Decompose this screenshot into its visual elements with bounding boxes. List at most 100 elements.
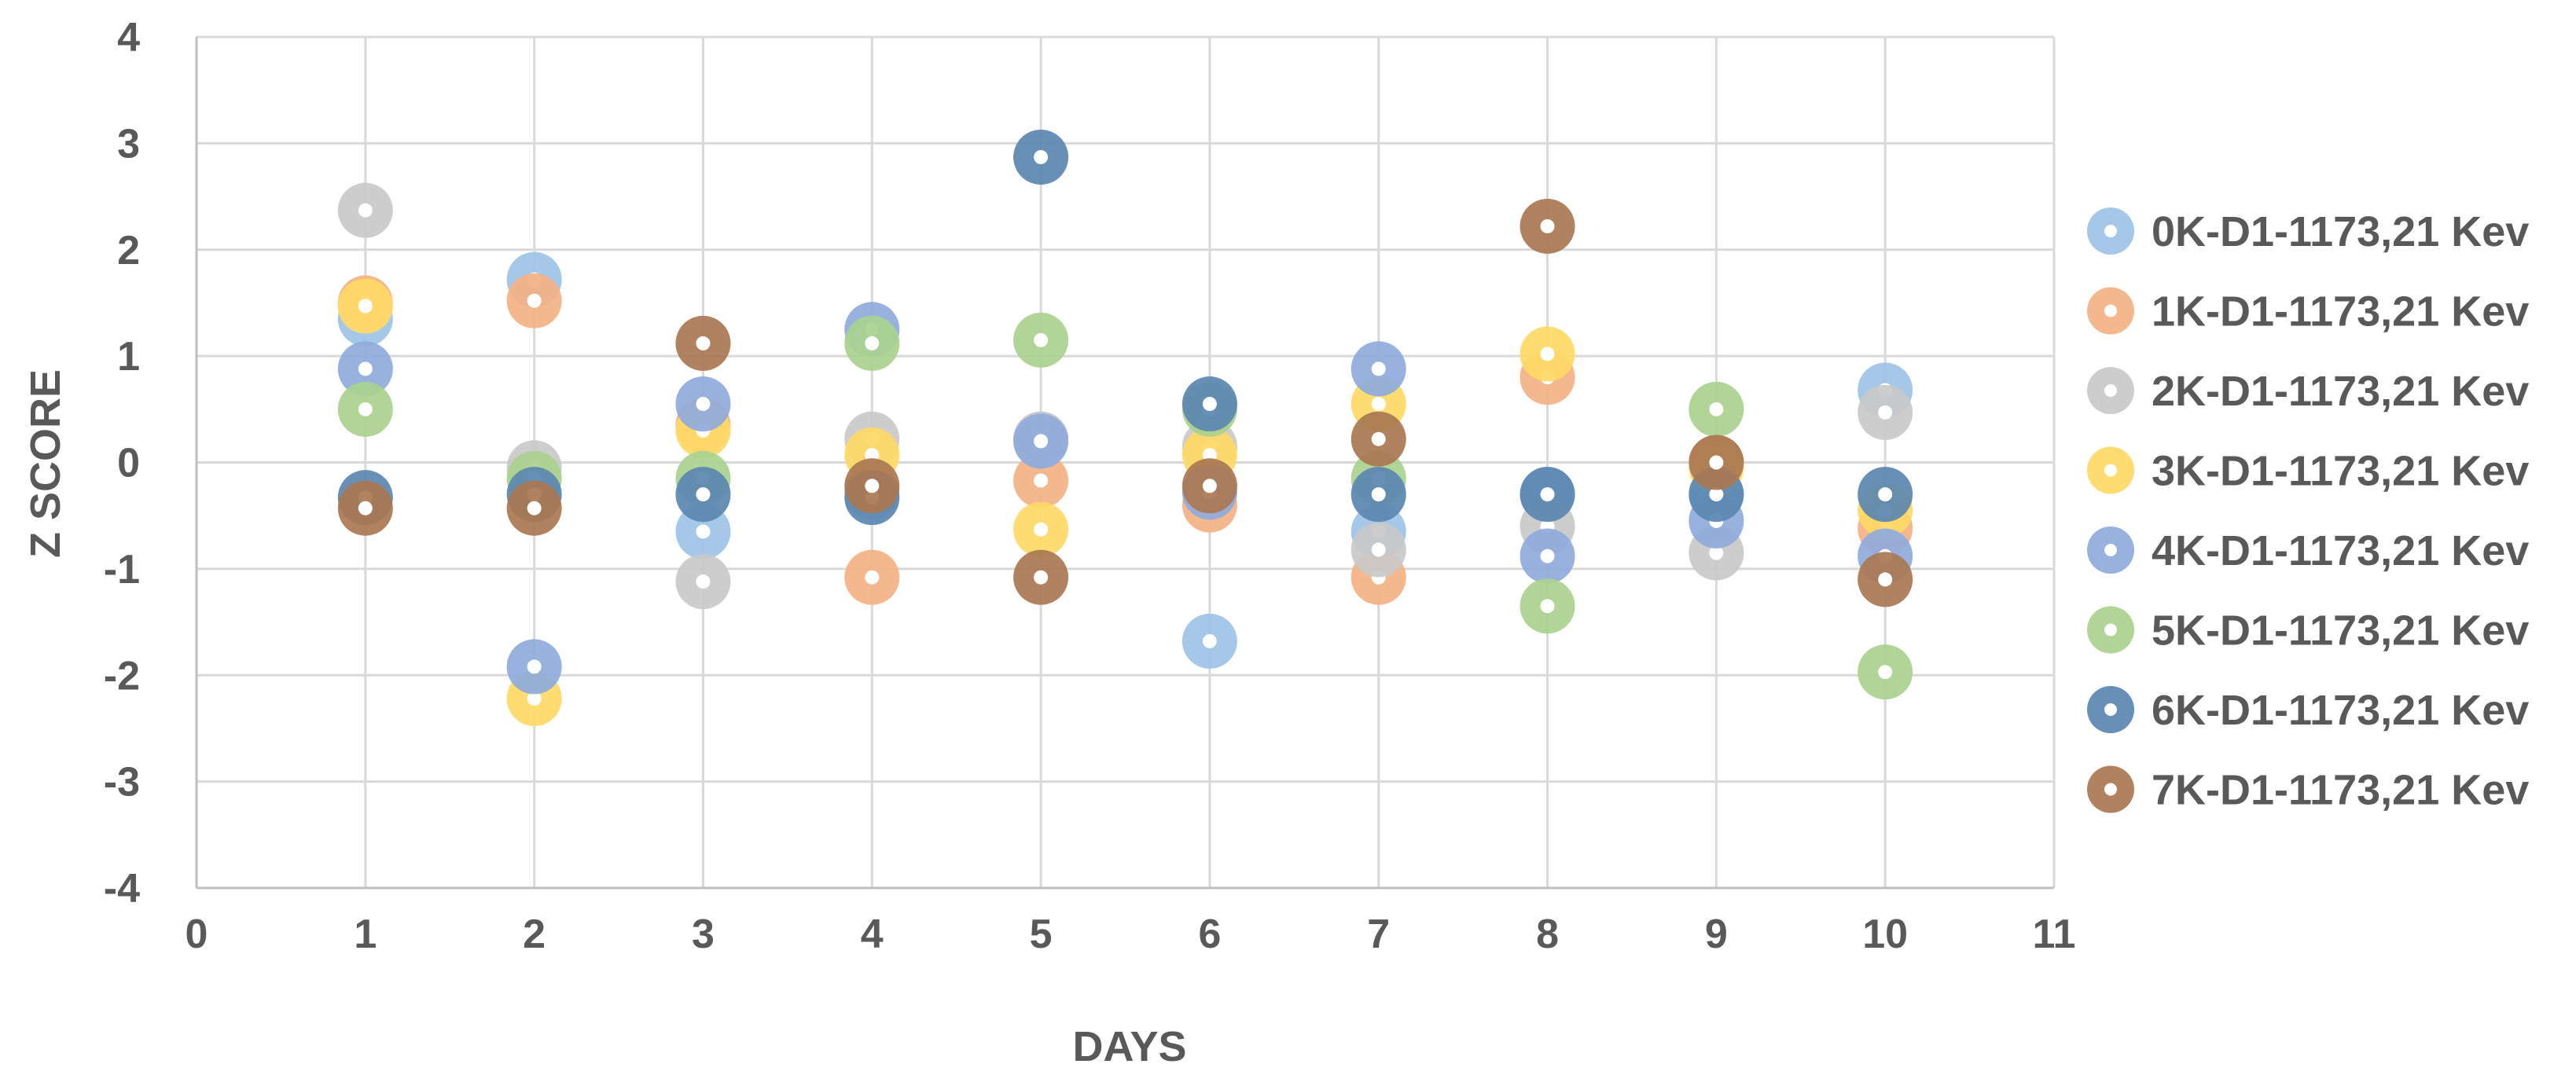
data-point	[1520, 198, 1575, 254]
series-3-points	[337, 278, 1913, 727]
y-tick-label: -1	[104, 547, 140, 593]
data-point	[337, 182, 393, 238]
y-axis-title: Z SCORE	[22, 369, 69, 558]
data-point	[844, 458, 900, 514]
data-point	[506, 273, 562, 328]
legend-marker	[2087, 446, 2134, 494]
legend-label: 2K-D1-1173,21 Kev	[2152, 368, 2529, 415]
data-point	[1689, 381, 1744, 437]
data-point	[1520, 467, 1575, 523]
axes	[195, 37, 2054, 890]
data-point	[1858, 644, 1913, 700]
legend-marker	[2087, 765, 2134, 813]
data-point	[675, 467, 731, 523]
x-tick-label: 6	[1198, 912, 1221, 957]
legend-item: 7K-D1-1173,21 Kev	[2087, 765, 2529, 814]
x-tick-label: 5	[1030, 912, 1053, 957]
data-point	[337, 381, 393, 437]
data-point	[1350, 522, 1406, 578]
data-point	[506, 480, 562, 536]
data-point	[1858, 467, 1913, 523]
data-point	[675, 554, 731, 610]
legend-marker	[2087, 367, 2134, 414]
data-point	[1858, 552, 1913, 607]
series-5-points	[337, 312, 1913, 700]
legend-label: 0K-D1-1173,21 Kev	[2152, 208, 2529, 255]
data-point	[1013, 312, 1069, 368]
x-tick-label: 9	[1705, 912, 1728, 957]
x-axis-title: DAYS	[1072, 1023, 1186, 1070]
data-point	[1858, 384, 1913, 440]
legend-marker	[2087, 287, 2134, 335]
data-point	[1013, 501, 1069, 557]
x-tick-label: 10	[1862, 912, 1908, 957]
gridlines	[195, 35, 2056, 890]
series-0-points	[337, 251, 1913, 669]
y-tick-label: -3	[104, 760, 140, 805]
legend: 0K-D1-1173,21 Kev 1K-D1-1173,21 Kev 2K-D1-…	[2087, 207, 2529, 814]
data-point	[337, 278, 393, 334]
x-tick-label: 11	[2033, 912, 2076, 957]
data-point	[1013, 413, 1069, 469]
series-1-points	[337, 273, 1913, 605]
y-tick-label: -4	[104, 866, 140, 912]
data-point	[1350, 467, 1406, 523]
legend-label: 3K-D1-1173,21 Kev	[2152, 448, 2529, 495]
series-2-points	[337, 182, 1913, 610]
legend-item: 3K-D1-1173,21 Kev	[2087, 446, 2529, 495]
data-point	[1181, 376, 1237, 432]
legend-marker	[2087, 686, 2134, 733]
series-6-points	[337, 129, 1913, 526]
legend-item: 5K-D1-1173,21 Kev	[2087, 606, 2529, 655]
y-tick-label: -2	[104, 653, 140, 699]
y-tick-label: 3	[117, 121, 140, 167]
data-point	[1350, 341, 1406, 397]
data-point	[675, 376, 731, 432]
data-point	[1013, 453, 1069, 508]
legend-label: 6K-D1-1173,21 Kev	[2152, 687, 2529, 734]
data-point	[675, 315, 731, 371]
data-point	[844, 549, 900, 605]
x-tick-label: 0	[186, 912, 208, 957]
legend-item: 0K-D1-1173,21 Kev	[2087, 207, 2529, 255]
data-point	[1013, 549, 1069, 605]
y-tick-label: 0	[117, 441, 140, 486]
x-tick-label: 3	[692, 912, 715, 957]
data-point	[1181, 458, 1237, 514]
x-tick-label: 8	[1536, 912, 1559, 957]
data-point	[844, 315, 900, 371]
legend-label: 5K-D1-1173,21 Kev	[2152, 607, 2529, 655]
legend-marker	[2087, 207, 2134, 255]
data-point	[337, 480, 393, 536]
y-tick-label: 4	[117, 15, 140, 61]
x-tick-label: 4	[861, 912, 884, 957]
x-tick-label: 1	[354, 912, 377, 957]
data-point	[1689, 435, 1744, 490]
data-point	[1181, 613, 1237, 669]
legend-marker	[2087, 606, 2134, 654]
legend-label: 4K-D1-1173,21 Kev	[2152, 527, 2529, 574]
legend-item: 2K-D1-1173,21 Kev	[2087, 367, 2529, 415]
data-point	[1520, 326, 1575, 382]
series-7-points	[337, 198, 1913, 607]
legend-item: 6K-D1-1173,21 Kev	[2087, 686, 2529, 734]
data-point	[1350, 411, 1406, 467]
x-tick-label: 7	[1367, 912, 1390, 957]
legend-marker	[2087, 526, 2134, 574]
x-tick-label: 2	[523, 912, 546, 957]
data-point	[337, 341, 393, 397]
series-4-points	[337, 302, 1913, 695]
data-point	[506, 639, 562, 695]
legend-item: 4K-D1-1173,21 Kev	[2087, 526, 2529, 574]
legend-label: 7K-D1-1173,21 Kev	[2152, 767, 2529, 814]
y-tick-label: 1	[117, 334, 140, 380]
legend-item: 1K-D1-1173,21 Kev	[2087, 287, 2529, 336]
y-tick-label: 2	[117, 228, 140, 273]
data-points	[337, 129, 1913, 727]
legend-label: 1K-D1-1173,21 Kev	[2152, 288, 2529, 336]
data-point	[1520, 578, 1575, 634]
data-point	[1013, 129, 1069, 185]
data-point	[1520, 528, 1575, 584]
